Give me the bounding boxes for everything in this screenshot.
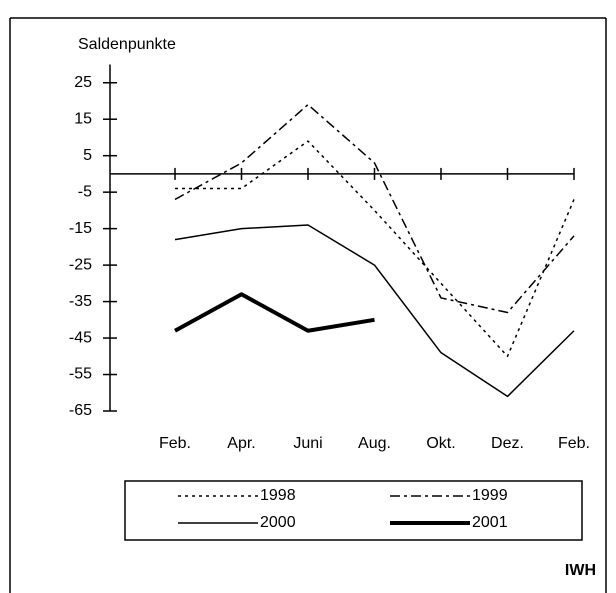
- y-tick-label: -15: [69, 220, 92, 237]
- legend-label: 1999: [472, 487, 508, 504]
- y-tick-label: -65: [69, 402, 92, 419]
- legend-label: 1998: [260, 487, 296, 504]
- y-tick-label: 25: [74, 74, 92, 91]
- x-tick-label: Apr.: [227, 435, 255, 452]
- x-tick-label: Dez.: [491, 435, 524, 452]
- source: IWH: [565, 562, 596, 579]
- series-line: [174, 224, 575, 398]
- series-line: [175, 140, 575, 358]
- x-tick-label: Feb.: [159, 435, 191, 452]
- y-tick-label: -45: [69, 329, 92, 346]
- legend-label: 2001: [472, 514, 508, 531]
- y-tick-label: -25: [69, 256, 92, 273]
- y-tick-label: -55: [69, 366, 92, 383]
- x-tick-label: Okt.: [426, 435, 455, 452]
- y-axis-label: Saldenpunkte: [78, 36, 176, 53]
- x-tick-label: Aug.: [358, 435, 391, 452]
- legend-box: [124, 480, 583, 541]
- y-tick-label: -5: [78, 183, 92, 200]
- y-tick-label: -35: [69, 293, 92, 310]
- x-tick-label: Juni: [293, 435, 322, 452]
- series-line: [174, 103, 575, 314]
- legend-label: 2000: [260, 514, 296, 531]
- series-line: [174, 292, 375, 333]
- y-tick-label: 15: [74, 110, 92, 127]
- x-tick-label: Feb.: [558, 435, 590, 452]
- y-tick-label: 5: [83, 147, 92, 164]
